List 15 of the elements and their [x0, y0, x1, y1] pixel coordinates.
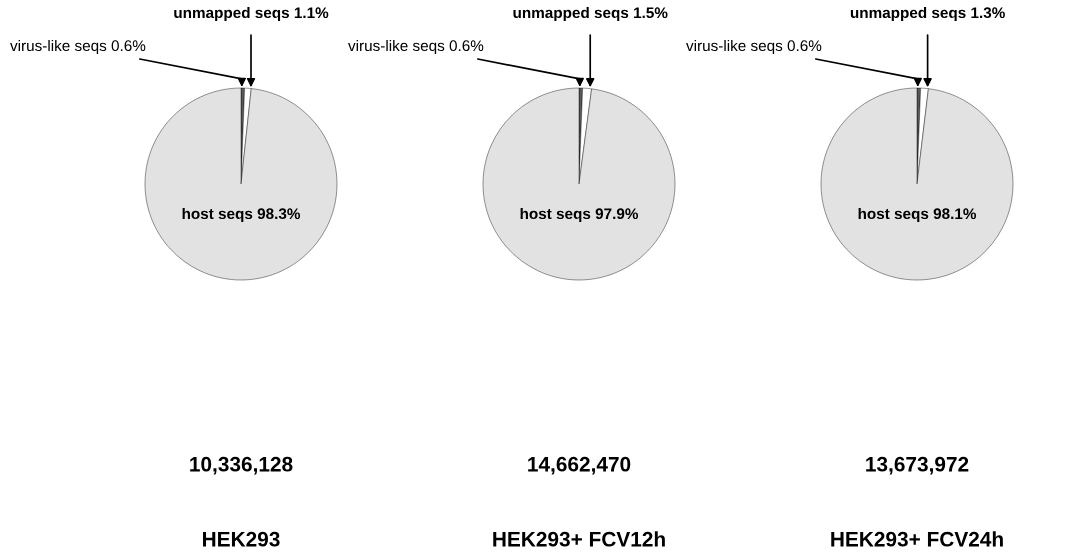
slice-label: unmapped seqs 1.1% [174, 6, 329, 22]
slice-label: virus-like seqs 0.6% [10, 39, 146, 55]
slice-label: unmapped seqs 1.3% [850, 6, 1005, 22]
slice-label: unmapped seqs 1.5% [513, 6, 668, 22]
text: HEK293+ FCV12h [493, 531, 665, 547]
slice-label: host seqs 98.1% [858, 207, 977, 223]
text: HEK293 [203, 531, 280, 547]
text: 10,336,128 [190, 456, 293, 475]
slice-label: host seqs 97.9% [520, 207, 639, 223]
text: 14,662,470 [528, 456, 631, 475]
slice-label: virus-like seqs 0.6% [348, 39, 484, 55]
slice-label: virus-like seqs 0.6% [686, 39, 822, 55]
slice-label: host seqs 98.3% [182, 207, 301, 223]
text: 13,673,972 [866, 456, 969, 475]
text: HEK293+ FCV24h [831, 531, 1003, 547]
